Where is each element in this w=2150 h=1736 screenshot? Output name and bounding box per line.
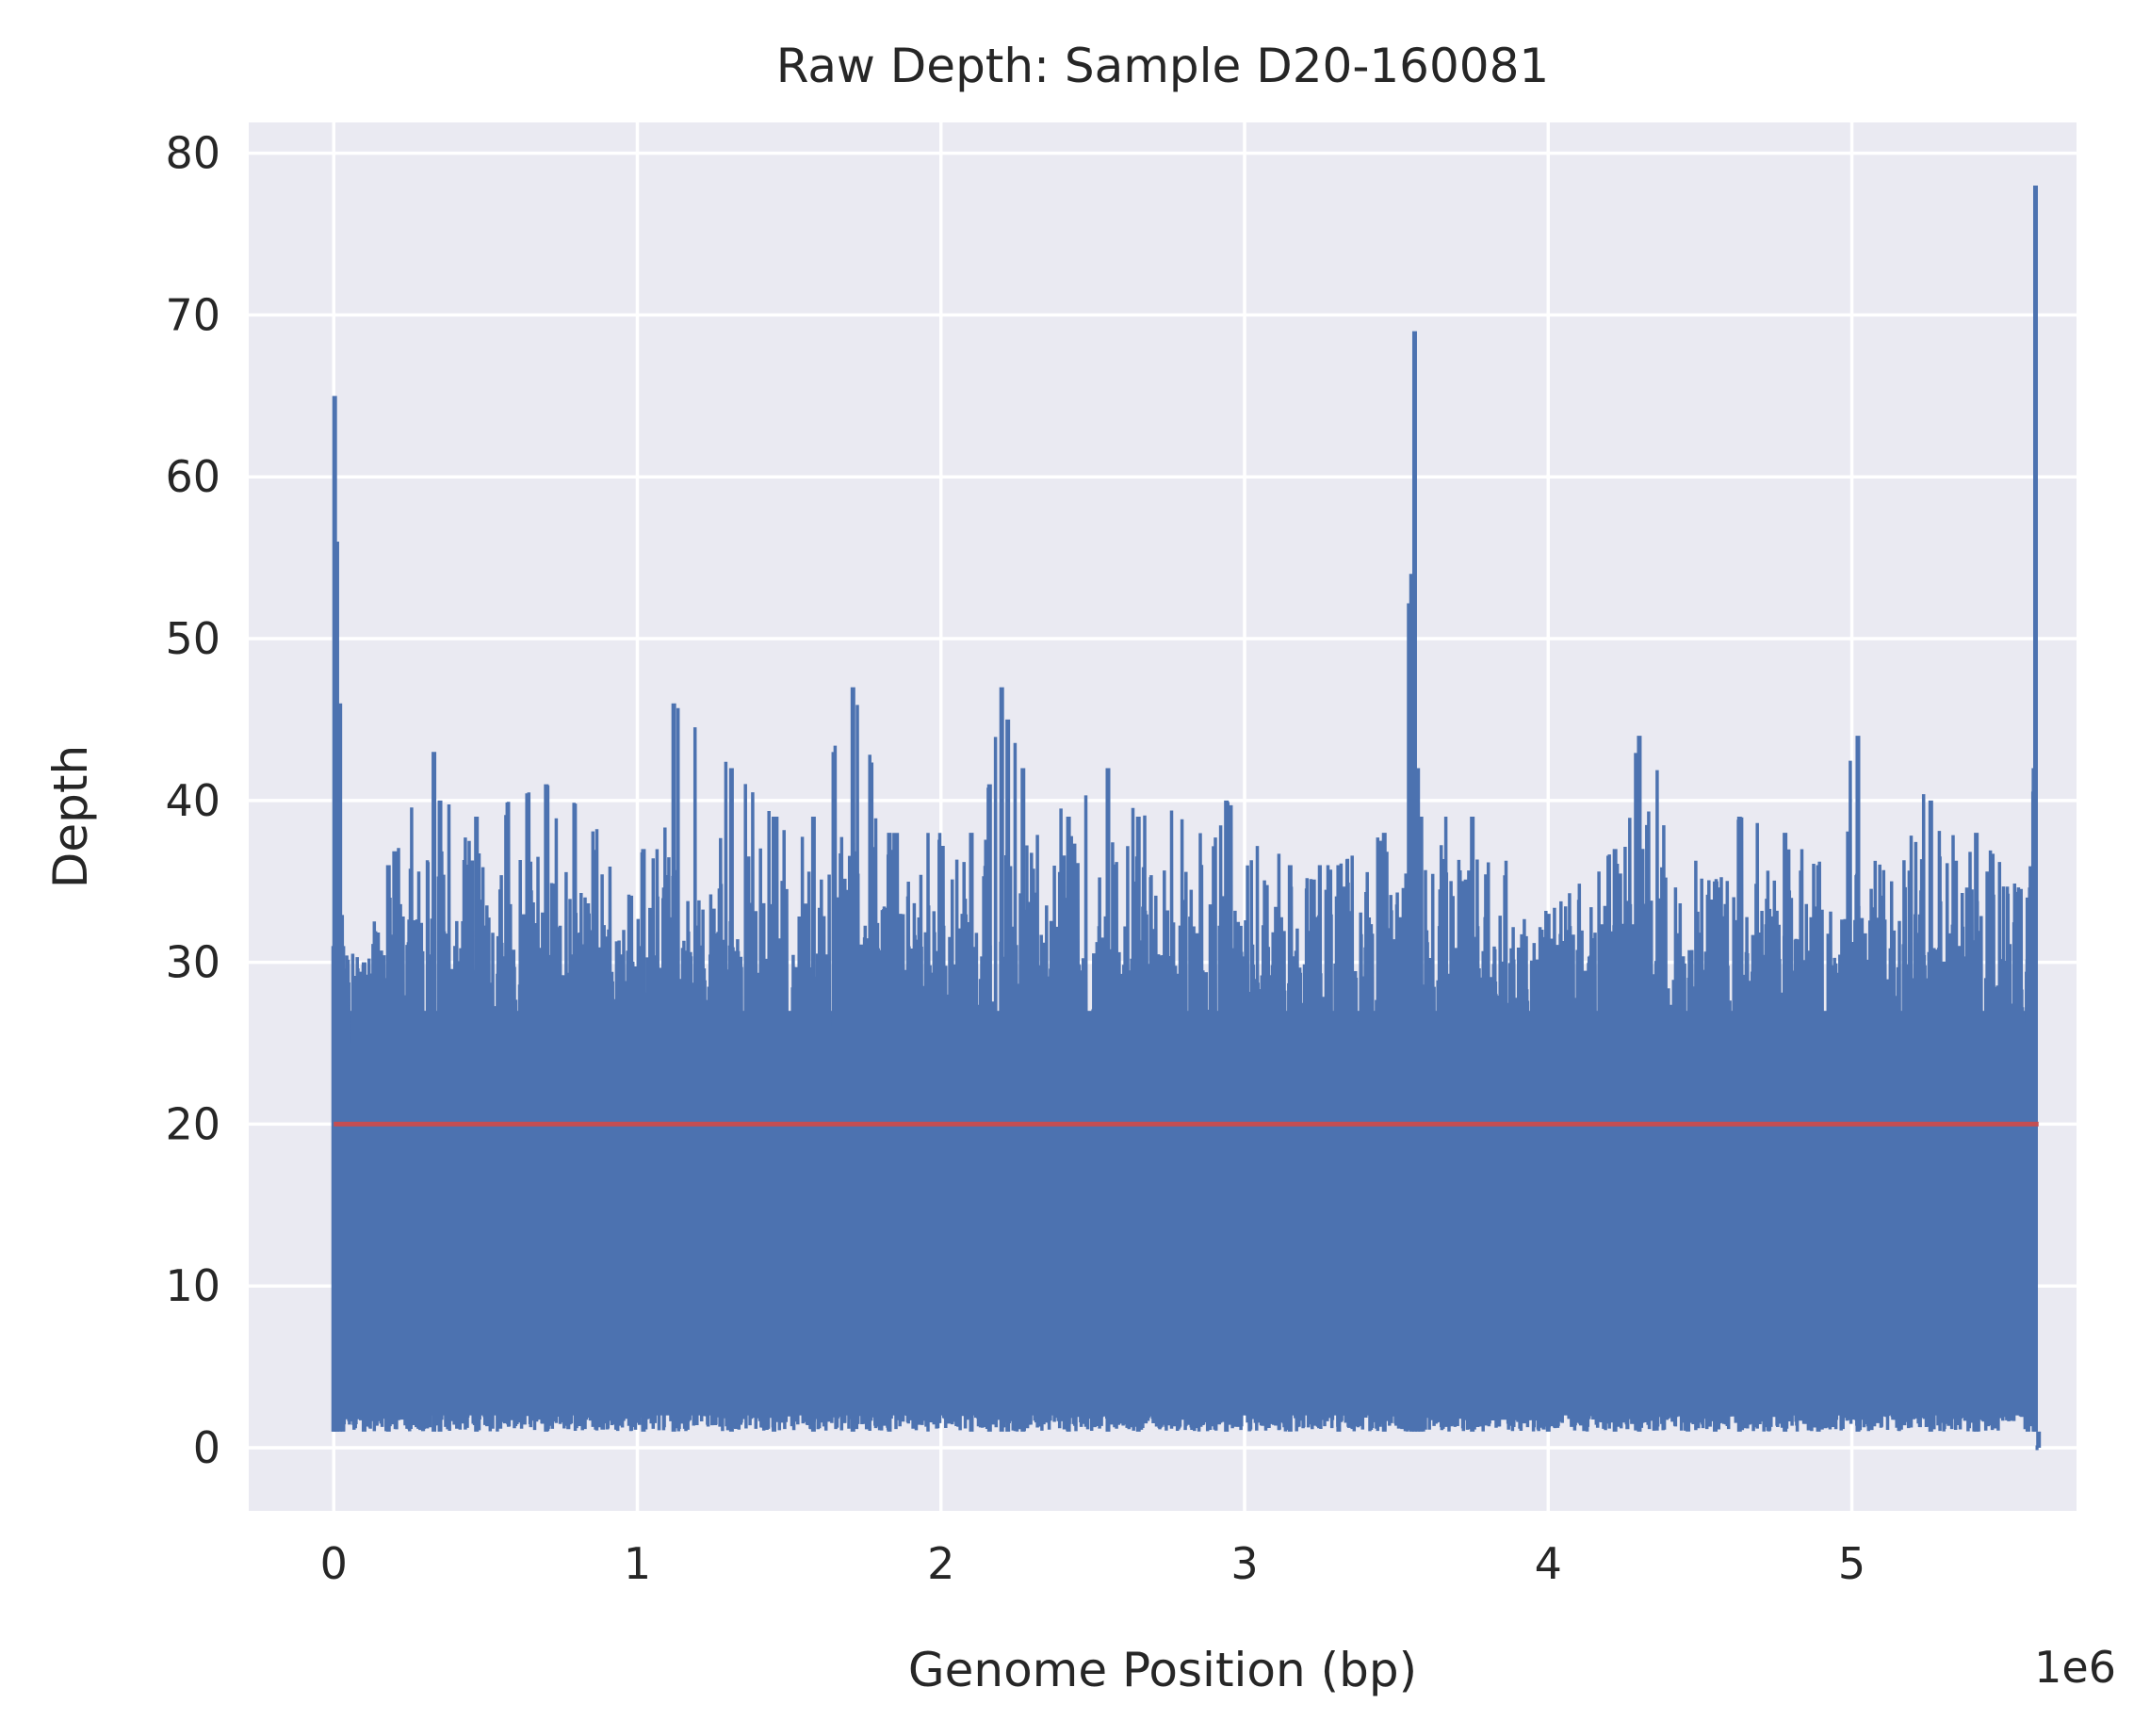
y-axis-label: Depth (43, 745, 98, 888)
x-tick-label: 1 (624, 1538, 651, 1589)
x-tick-label: 0 (320, 1538, 348, 1589)
x-tick-label: 5 (1838, 1538, 1865, 1589)
y-tick-label: 50 (165, 613, 220, 664)
y-tick-label: 0 (193, 1422, 220, 1473)
series-layer (331, 186, 2042, 1451)
y-tick-label: 60 (165, 451, 220, 502)
y-tick-label: 40 (165, 775, 220, 826)
y-tick-label: 70 (165, 289, 220, 340)
x-offset-label: 1e6 (2034, 1642, 2116, 1693)
x-tick-label: 2 (927, 1538, 954, 1589)
x-tick-label: 3 (1230, 1538, 1258, 1589)
y-tick-label: 30 (165, 937, 220, 988)
y-tick-label: 10 (165, 1260, 220, 1311)
y-tick-label: 20 (165, 1098, 220, 1149)
chart-title: Raw Depth: Sample D20-160081 (776, 39, 1550, 93)
x-tick-label: 4 (1535, 1538, 1562, 1589)
y-tick-label: 80 (165, 128, 220, 179)
x-axis-label: Genome Position (bp) (908, 1643, 1417, 1697)
depth-series-line (332, 423, 2038, 1432)
